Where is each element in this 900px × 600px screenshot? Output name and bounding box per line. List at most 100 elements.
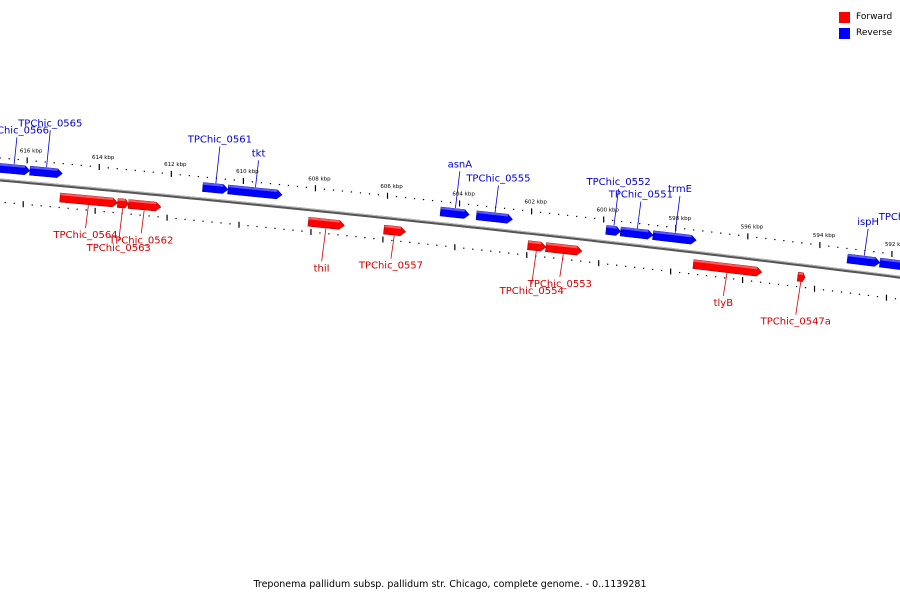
scale-tick-minor xyxy=(287,184,290,187)
scale-tick-minor xyxy=(696,273,699,276)
gene-label: tlyB xyxy=(714,298,734,309)
scale-tick-minor xyxy=(211,221,213,223)
scale-tick-minor xyxy=(544,256,546,258)
gene-arrow xyxy=(0,162,31,175)
scale-tick-minor xyxy=(193,219,195,222)
scale-tick-minor xyxy=(332,189,335,191)
gene-arrow xyxy=(527,240,547,252)
gene-tpchic_0555[interactable] xyxy=(475,210,513,224)
scale-tick-minor xyxy=(319,232,321,234)
gene-arrow-highlight xyxy=(693,259,758,270)
scale-tick-minor xyxy=(621,220,623,223)
gene-tlyb[interactable] xyxy=(692,259,763,277)
legend-label-reverse: Reverse xyxy=(856,28,893,38)
gene-arrow xyxy=(127,199,162,212)
gene-tpchic_0554[interactable] xyxy=(527,240,547,252)
scale-tick-minor xyxy=(422,198,425,201)
scale-tick-minor xyxy=(517,253,519,255)
scale-tick-minor xyxy=(427,243,429,245)
gene-tpchic_0562[interactable] xyxy=(127,199,162,212)
scale-tick-minor xyxy=(337,234,339,236)
gene-trme[interactable] xyxy=(652,230,697,245)
scale-tick-minor xyxy=(80,164,82,167)
scale-tick-minor xyxy=(395,196,398,198)
scale-tick-minor xyxy=(657,225,659,227)
gene-leader-line xyxy=(255,160,259,188)
scale-tick-minor xyxy=(368,193,371,195)
gene-leader-line xyxy=(674,195,681,233)
gene-tpchic_0551[interactable] xyxy=(619,226,654,240)
gene-leader-line xyxy=(559,254,564,278)
scale-tick-minor xyxy=(265,226,267,229)
gene-arrow-highlight xyxy=(606,225,617,229)
kbp-label: 614 kbp xyxy=(92,155,115,161)
scale-tick-minor xyxy=(553,257,555,259)
gene-arrow xyxy=(605,225,621,236)
gene-label: TPChic_0546 xyxy=(878,212,900,223)
kbp-label: 602 kbp xyxy=(525,199,548,205)
scale-tick-minor xyxy=(855,248,857,251)
gene-tpchic_0547a[interactable] xyxy=(796,271,806,282)
scale-tick-minor xyxy=(431,199,434,202)
gene-arrow xyxy=(545,242,583,256)
gene-arrow-highlight xyxy=(128,199,157,205)
gene-arrow-highlight xyxy=(546,242,578,249)
scale-tick-minor xyxy=(341,190,344,192)
gene-tpchic_0546[interactable] xyxy=(879,257,900,274)
scale-tick-minor xyxy=(233,179,236,181)
scale-tick-minor xyxy=(224,178,227,180)
gene-label: TPChic_0557 xyxy=(358,261,423,272)
scale-tick-minor xyxy=(508,252,510,254)
gene-arrow xyxy=(383,224,406,237)
gene-tpchic_0561[interactable] xyxy=(202,182,229,194)
scale-tick-minor xyxy=(220,222,222,224)
gene-arrow xyxy=(652,230,697,245)
gene-tpchic_0553[interactable] xyxy=(545,242,583,256)
scale-tick-minor xyxy=(256,225,258,228)
scale-tick-minor xyxy=(702,230,704,232)
scale-tick-minor xyxy=(774,238,776,241)
gene-tpchic_0557[interactable] xyxy=(383,224,406,237)
gene-tpchic_0566[interactable] xyxy=(0,162,31,175)
gene-tpchic_0565[interactable] xyxy=(29,165,63,178)
scale-tick-minor xyxy=(651,268,654,271)
gene-tpchic_0552[interactable] xyxy=(605,225,621,236)
scale-tick-minor xyxy=(472,248,474,250)
scale-tick-minor xyxy=(53,162,55,164)
scale-tick-minor xyxy=(161,172,164,174)
scale-tick-minor xyxy=(67,207,69,210)
gene-label: tkt xyxy=(252,148,266,159)
gene-leader-line xyxy=(118,208,123,242)
scale-tick-minor xyxy=(795,285,798,288)
scale-tick-minor xyxy=(391,239,393,242)
scale-tick-minor xyxy=(0,157,1,159)
scale-tick-minor xyxy=(125,168,127,171)
scale-tick-minor xyxy=(759,281,762,283)
scale-tick-minor xyxy=(175,217,177,220)
scale-tick-minor xyxy=(139,214,141,216)
gene-isph[interactable] xyxy=(846,253,881,267)
gene-label: TPChic_0547a xyxy=(760,317,831,328)
gene-asna[interactable] xyxy=(439,206,470,219)
gene-arrow xyxy=(59,192,119,208)
label-layer: TPChic_0566TPChic_0565TPChic_0564TPChic_… xyxy=(0,118,900,327)
gene-tkt[interactable] xyxy=(227,184,283,200)
gene-thii[interactable] xyxy=(307,216,345,230)
scale-tick-minor xyxy=(584,216,587,219)
scale-tick-minor xyxy=(436,244,438,246)
legend-item-forward: Forward xyxy=(839,9,892,25)
scale-tick-minor xyxy=(660,269,663,272)
scale-tick-minor xyxy=(837,246,839,248)
scale-tick-minor xyxy=(283,228,285,230)
gene-arrow xyxy=(796,271,806,282)
scale-tick-minor xyxy=(301,230,303,232)
kbp-label: 594 kbp xyxy=(813,233,836,239)
gene-label: TPChic_0561 xyxy=(187,134,252,145)
gene-leader-line xyxy=(863,228,869,256)
scale-tick-minor xyxy=(404,196,407,199)
gene-tpchic_0563[interactable] xyxy=(116,198,129,209)
gene-tpchic_0564[interactable] xyxy=(59,192,119,208)
scale-tick-minor xyxy=(62,162,64,165)
scale-tick-minor xyxy=(184,218,186,221)
scale-tick-minor xyxy=(152,171,155,173)
